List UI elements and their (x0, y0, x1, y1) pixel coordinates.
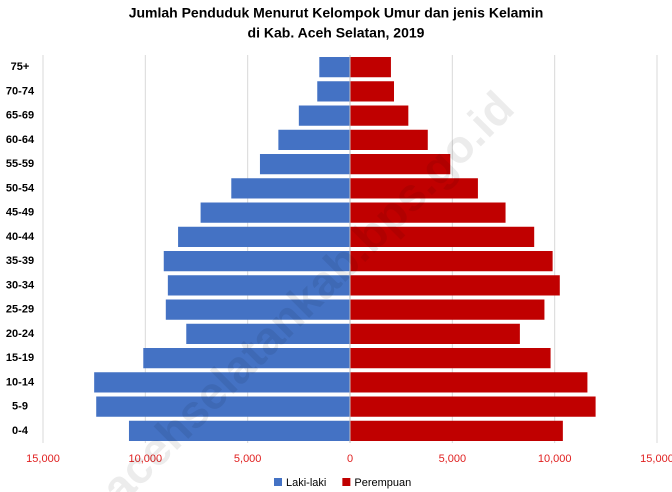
bar (94, 372, 351, 393)
bar (165, 299, 350, 320)
y-tick-label: 70-74 (6, 85, 35, 97)
y-tick-label: 65-69 (6, 110, 34, 122)
bar (350, 275, 560, 296)
x-tick-label: 5,000 (234, 453, 262, 465)
legend-swatch (342, 478, 351, 486)
bar (350, 178, 478, 199)
y-tick-label: 50-54 (6, 182, 35, 194)
x-tick-label: 5,000 (439, 453, 467, 465)
bar (350, 57, 391, 78)
bar (350, 202, 506, 223)
bar (186, 323, 350, 344)
y-tick-label: 55-59 (6, 158, 34, 170)
bar (163, 251, 350, 272)
bar (319, 57, 350, 78)
bar (317, 81, 350, 102)
bar (350, 226, 535, 247)
x-tick-label: 15,000 (26, 453, 60, 465)
y-tick-label: 10-14 (6, 376, 35, 388)
x-tick-label: 15,000 (640, 453, 672, 465)
bar (259, 154, 350, 175)
y-tick-label: 25-29 (6, 304, 34, 316)
bar (350, 105, 409, 126)
bar (350, 420, 563, 441)
chart-title: Jumlah Penduduk Menurut Kelompok Umur da… (129, 5, 544, 21)
bar (298, 105, 350, 126)
legend-label: Perempuan (354, 477, 411, 489)
y-tick-label: 45-49 (6, 207, 34, 219)
bar (96, 396, 350, 417)
y-tick-label: 40-44 (6, 231, 35, 243)
bar (350, 251, 553, 272)
x-tick-label: 10,000 (129, 453, 163, 465)
bar (231, 178, 350, 199)
bar (350, 129, 428, 150)
y-tick-label: 60-64 (6, 134, 35, 146)
bar (350, 81, 395, 102)
bar (350, 372, 588, 393)
bar (167, 275, 350, 296)
bar (350, 348, 551, 369)
x-tick-label: 0 (347, 453, 353, 465)
bar (350, 323, 520, 344)
legend-label: Laki-laki (286, 477, 326, 489)
bar (128, 420, 350, 441)
y-tick-label: 75+ (11, 61, 30, 73)
bar (350, 299, 545, 320)
chart-subtitle: di Kab. Aceh Selatan, 2019 (248, 25, 425, 41)
y-tick-label: 35-39 (6, 255, 34, 267)
bar (143, 348, 350, 369)
bar (200, 202, 350, 223)
x-tick-label: 10,000 (538, 453, 572, 465)
bar (178, 226, 350, 247)
bar (350, 154, 451, 175)
y-tick-label: 0-4 (12, 425, 29, 437)
y-tick-label: 20-24 (6, 328, 35, 340)
y-tick-label: 15-19 (6, 352, 34, 364)
legend-swatch (274, 478, 282, 486)
y-tick-label: 30-34 (6, 279, 35, 291)
y-tick-label: 5-9 (12, 401, 28, 413)
bar (350, 396, 596, 417)
bar (278, 129, 350, 150)
